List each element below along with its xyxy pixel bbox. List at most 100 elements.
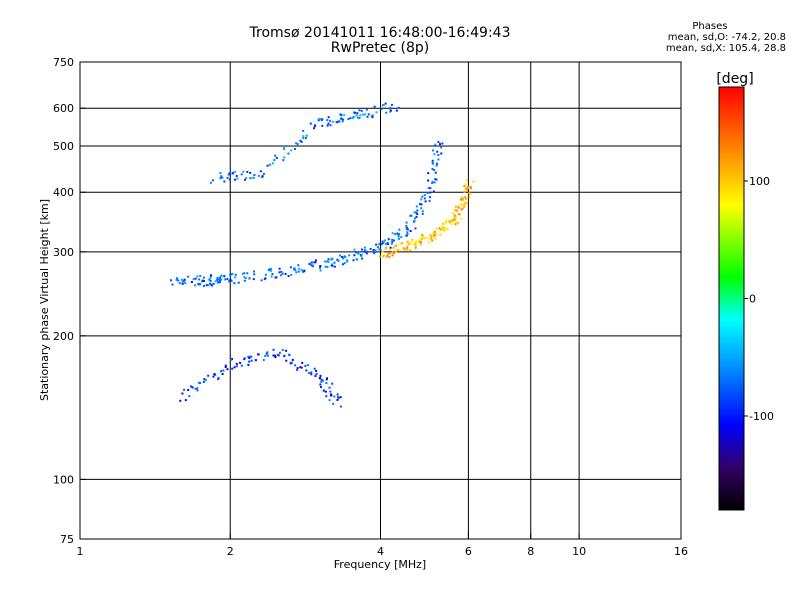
echo-point — [274, 356, 277, 359]
echo-point — [214, 280, 217, 283]
echo-point — [406, 231, 409, 234]
echo-point — [391, 238, 394, 241]
echo-point — [421, 212, 424, 215]
echo-point — [237, 281, 240, 284]
echo-point — [326, 265, 329, 268]
echo-point — [454, 223, 457, 226]
echo-point — [274, 354, 276, 357]
echo-point — [397, 238, 400, 241]
echo-point — [415, 211, 418, 214]
echo-point — [310, 371, 313, 374]
echo-point — [239, 361, 242, 364]
echo-point — [393, 239, 395, 242]
echo-point — [252, 278, 255, 281]
echo-point — [264, 277, 267, 280]
echo-point — [194, 387, 197, 390]
echo-point — [375, 111, 378, 114]
echo-point — [434, 143, 437, 146]
echo-point — [382, 255, 385, 258]
echo-point — [315, 259, 317, 262]
echo-point — [209, 181, 212, 184]
echo-point — [380, 243, 383, 246]
echo-point — [352, 116, 355, 118]
echo-point — [325, 395, 328, 398]
echo-point — [304, 137, 307, 139]
echo-point — [439, 143, 441, 146]
echo-point — [374, 249, 377, 252]
echo-point — [269, 269, 272, 272]
echo-point — [284, 273, 287, 275]
echo-point — [170, 279, 172, 282]
echo-point — [246, 170, 249, 173]
echo-point — [249, 355, 252, 358]
echo-point — [406, 249, 409, 252]
echo-point — [202, 380, 205, 383]
echo-point — [248, 360, 251, 363]
echo-point — [452, 212, 455, 215]
echo-point — [460, 217, 463, 220]
echo-point — [259, 170, 262, 173]
echo-point — [240, 364, 243, 367]
echo-point — [327, 258, 330, 261]
echo-point — [229, 274, 232, 276]
echo-point — [311, 264, 314, 267]
echo-point — [418, 203, 421, 205]
y-tick-label: 200 — [53, 330, 74, 343]
echo-point — [337, 260, 340, 263]
echo-point — [211, 284, 214, 287]
echo-point — [358, 109, 361, 112]
echo-point — [210, 274, 212, 277]
echo-point — [421, 234, 424, 237]
echo-point — [317, 118, 320, 121]
echo-point — [217, 376, 220, 379]
echo-point — [456, 204, 459, 207]
echo-point — [386, 242, 389, 245]
echo-point — [366, 115, 369, 118]
echo-point — [293, 148, 296, 150]
echo-point — [230, 279, 233, 282]
echo-point — [250, 359, 253, 362]
echo-point — [188, 395, 191, 398]
echo-point — [414, 227, 417, 230]
echo-point — [323, 260, 326, 263]
echo-point — [439, 228, 442, 231]
echo-point — [371, 116, 374, 119]
echo-point — [224, 364, 227, 367]
echo-point — [406, 228, 409, 231]
echo-point — [203, 280, 205, 282]
echo-point — [463, 204, 465, 207]
echo-point — [209, 282, 212, 285]
echo-point — [364, 113, 366, 116]
echo-point — [184, 282, 187, 284]
echo-point — [241, 272, 244, 275]
echo-point — [398, 228, 401, 231]
echo-point — [226, 278, 229, 280]
echo-point — [307, 364, 310, 367]
echo-point — [222, 369, 225, 372]
echo-point — [327, 122, 330, 125]
y-tick-label: 75 — [60, 533, 74, 546]
echo-point — [445, 220, 448, 223]
echo-point — [326, 124, 329, 127]
echo-point — [283, 354, 286, 357]
echo-point — [409, 230, 412, 232]
echo-point — [383, 253, 386, 256]
echo-point — [299, 139, 302, 142]
echo-point — [396, 232, 399, 235]
echo-point — [457, 213, 460, 216]
echo-point — [391, 103, 393, 106]
echo-point — [339, 113, 342, 116]
echo-point — [360, 109, 363, 112]
echo-point — [429, 234, 432, 237]
echo-point — [224, 278, 227, 281]
echo-point — [294, 269, 297, 272]
echo-point — [409, 249, 412, 252]
echo-point — [359, 253, 362, 256]
echo-point — [411, 238, 414, 241]
echo-point — [356, 112, 359, 115]
echo-point — [300, 140, 303, 143]
echo-point — [413, 243, 416, 246]
echo-point — [208, 278, 211, 281]
echo-point — [429, 196, 431, 199]
echo-point — [352, 259, 355, 262]
